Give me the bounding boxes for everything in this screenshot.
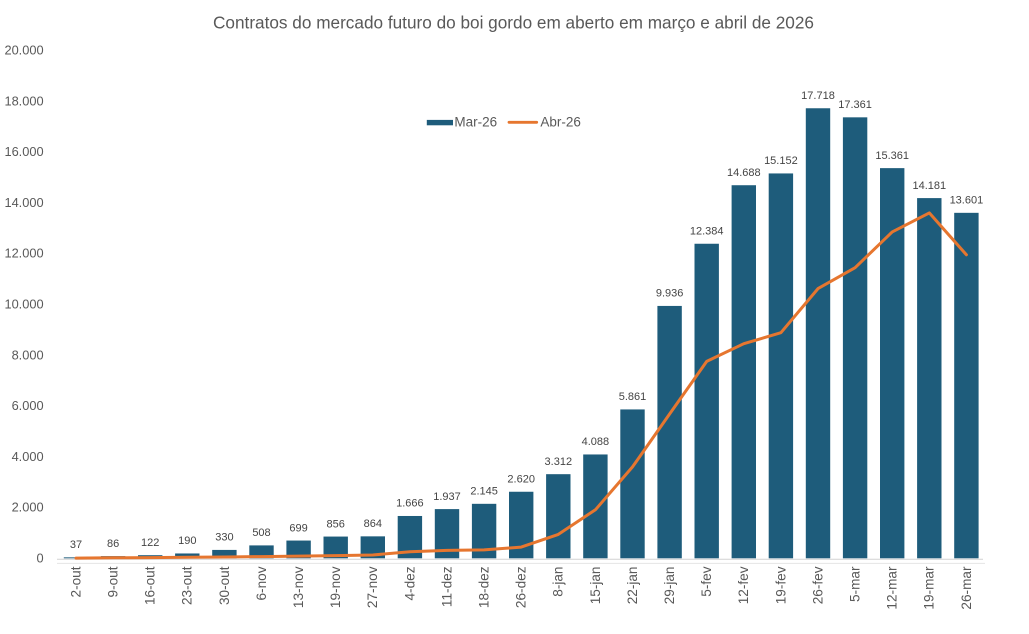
svg-text:6.000: 6.000 [12,398,44,413]
svg-text:18.000: 18.000 [4,93,43,108]
svg-text:6-nov: 6-nov [254,566,269,600]
svg-text:5-fev: 5-fev [699,566,714,596]
svg-text:8.000: 8.000 [12,347,44,362]
svg-text:19-nov: 19-nov [328,566,343,608]
svg-text:12-mar: 12-mar [885,566,900,610]
svg-text:9.936: 9.936 [656,288,684,300]
svg-text:2.145: 2.145 [470,486,498,498]
svg-text:10.000: 10.000 [4,297,43,312]
svg-text:122: 122 [141,537,159,549]
svg-text:14.688: 14.688 [727,167,761,179]
svg-text:12.384: 12.384 [690,225,724,237]
svg-text:37: 37 [70,539,82,551]
svg-text:12-fev: 12-fev [736,566,751,604]
svg-text:699: 699 [289,522,307,534]
svg-text:17.361: 17.361 [838,99,872,111]
svg-text:4.088: 4.088 [582,436,610,448]
svg-text:18-dez: 18-dez [477,566,492,608]
svg-text:26-fev: 26-fev [810,566,825,604]
svg-text:8-jan: 8-jan [551,567,566,597]
svg-text:864: 864 [364,518,382,530]
svg-text:14.181: 14.181 [912,180,946,192]
svg-text:3.312: 3.312 [545,456,573,468]
svg-text:15-jan: 15-jan [588,567,603,605]
svg-text:2-out: 2-out [68,566,83,597]
svg-text:1.937: 1.937 [433,491,461,503]
svg-text:1.666: 1.666 [396,498,424,510]
svg-text:26-mar: 26-mar [959,566,974,610]
svg-text:26-dez: 26-dez [514,566,529,608]
svg-text:30-out: 30-out [217,566,232,605]
svg-text:190: 190 [178,535,196,547]
svg-text:20.000: 20.000 [4,43,43,58]
svg-text:Mar-26: Mar-26 [454,115,497,130]
svg-text:Abr-26: Abr-26 [540,115,581,130]
svg-text:5.861: 5.861 [619,391,647,403]
svg-text:86: 86 [107,538,119,550]
svg-text:27-nov: 27-nov [365,566,380,608]
svg-text:15.361: 15.361 [875,150,909,162]
svg-text:330: 330 [215,532,233,544]
svg-text:16.000: 16.000 [4,144,43,159]
svg-text:0: 0 [36,551,43,566]
svg-text:4.000: 4.000 [12,449,44,464]
svg-text:4-dez: 4-dez [402,566,417,600]
svg-text:9-out: 9-out [106,566,121,597]
svg-text:5-mar: 5-mar [848,566,863,602]
svg-text:14.000: 14.000 [4,195,43,210]
svg-text:508: 508 [252,527,270,539]
svg-text:13.601: 13.601 [950,195,984,207]
svg-text:12.000: 12.000 [4,246,43,261]
svg-text:2.000: 2.000 [12,500,44,515]
svg-text:856: 856 [327,518,345,530]
svg-text:16-out: 16-out [143,566,158,605]
svg-text:11-dez: 11-dez [439,566,454,607]
svg-text:23-out: 23-out [180,566,195,605]
svg-text:13-nov: 13-nov [291,566,306,608]
svg-text:17.718: 17.718 [801,90,835,102]
svg-text:15.152: 15.152 [764,155,798,167]
svg-text:2.620: 2.620 [507,473,535,485]
svg-text:22-jan: 22-jan [625,567,640,605]
svg-text:19-fev: 19-fev [773,566,788,604]
svg-text:Contratos do mercado futuro do: Contratos do mercado futuro do boi gordo… [213,12,814,32]
svg-text:19-mar: 19-mar [922,566,937,610]
svg-text:29-jan: 29-jan [662,567,677,605]
